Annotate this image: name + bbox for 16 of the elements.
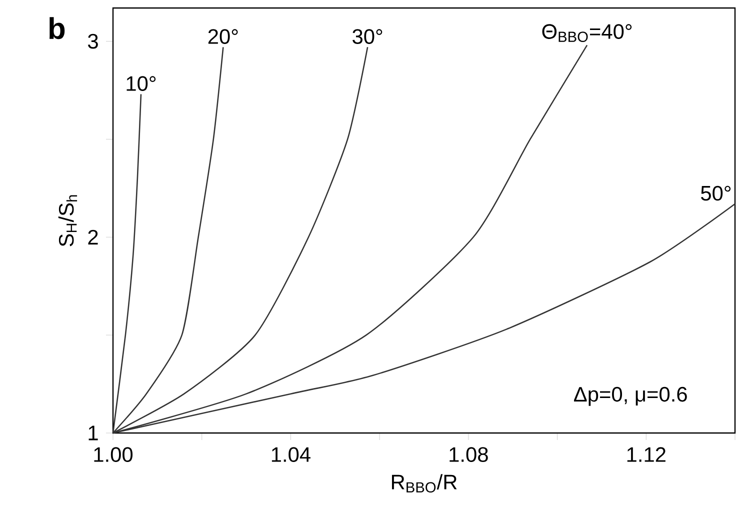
y-tick-label: 1	[88, 426, 98, 440]
series-label: 20°	[208, 29, 238, 44]
x-tick-label: 1.04	[272, 447, 310, 462]
x-tick-label: 1.08	[450, 447, 488, 462]
y-axis-title: S$_{H}$/S$_{h}$	[58, 195, 78, 246]
y-tick-label: 2	[88, 230, 98, 244]
x-tick-label: 1.00	[94, 447, 133, 462]
annotation: Δp=0, μ=0.6	[574, 386, 687, 406]
y-tick-label: 3	[88, 34, 98, 49]
series-label: Θ$_{BBO}$=40°	[542, 24, 632, 42]
x-tick-label: 1.12	[627, 447, 666, 462]
series-label: 50°	[701, 186, 731, 201]
series-label: 10°	[126, 76, 156, 91]
series-label: 30°	[352, 29, 382, 44]
x-axis-title: R$_{BBO}$/R	[392, 474, 457, 493]
text: b	[50, 17, 65, 40]
